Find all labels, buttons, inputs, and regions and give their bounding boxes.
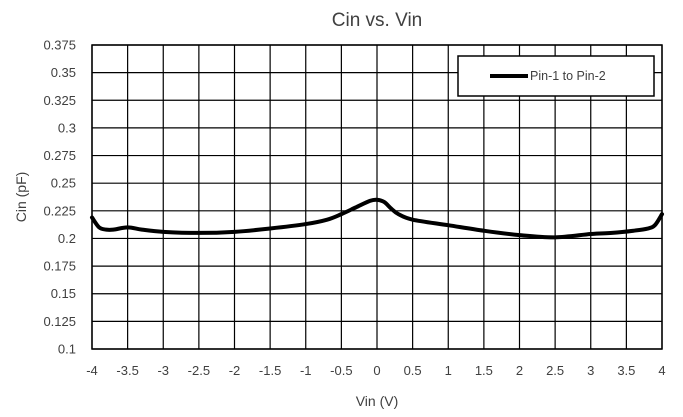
y-tick-label: 0.225 <box>43 203 76 218</box>
x-tick-label: -0.5 <box>330 363 352 378</box>
x-tick-label: 1.5 <box>475 363 493 378</box>
y-tick-label: 0.3 <box>58 120 76 135</box>
x-tick-label: 0 <box>373 363 380 378</box>
x-tick-label: 2 <box>516 363 523 378</box>
y-tick-label: 0.175 <box>43 259 76 274</box>
y-tick-label: 0.1 <box>58 342 76 357</box>
y-axis-label: Cin (pF) <box>13 172 29 223</box>
x-tick-label: 4 <box>658 363 665 378</box>
series-layer <box>90 197 664 240</box>
x-tick-label: 3 <box>587 363 594 378</box>
x-tick-label: -3.5 <box>116 363 138 378</box>
y-tick-label: 0.25 <box>51 176 76 191</box>
y-tick-label: 0.125 <box>43 314 76 329</box>
x-tick-label: 1 <box>445 363 452 378</box>
chart-title: Cin vs. Vin <box>332 10 422 31</box>
x-axis-label: Vin (V) <box>356 393 399 409</box>
series-line-0 <box>90 197 664 240</box>
x-tick-label: 0.5 <box>404 363 422 378</box>
y-tick-labels: 0.1 0.125 0.15 0.175 0.2 0.225 0.25 0.275 0.3 0.3… <box>43 38 76 357</box>
y-tick-label: 0.375 <box>43 38 76 53</box>
x-tick-label: -2 <box>229 363 241 378</box>
legend-label: Pin-1 to Pin-2 <box>530 69 606 83</box>
y-tick-label: 0.325 <box>43 93 76 108</box>
x-tick-label: -3 <box>157 363 169 378</box>
plot-area-border <box>91 44 663 350</box>
x-tick-label: 3.5 <box>617 363 635 378</box>
x-tick-label: -4 <box>86 363 98 378</box>
x-tick-label: -1 <box>300 363 312 378</box>
x-tick-label: -1.5 <box>259 363 281 378</box>
x-tick-label: -2.5 <box>188 363 210 378</box>
y-tick-label: 0.2 <box>58 231 76 246</box>
y-tick-label: 0.275 <box>43 148 76 163</box>
x-tick-labels: -4 -3.5 -3 -2.5 -2 -1.5 -1 -0.5 0 0.5 1 1.5 2 2.5 3 3.5… <box>86 363 665 378</box>
legend: Pin-1 to Pin-2 <box>457 55 655 97</box>
y-tick-label: 0.15 <box>51 286 76 301</box>
y-tick-label: 0.35 <box>51 65 76 80</box>
x-tick-label: 2.5 <box>546 363 564 378</box>
